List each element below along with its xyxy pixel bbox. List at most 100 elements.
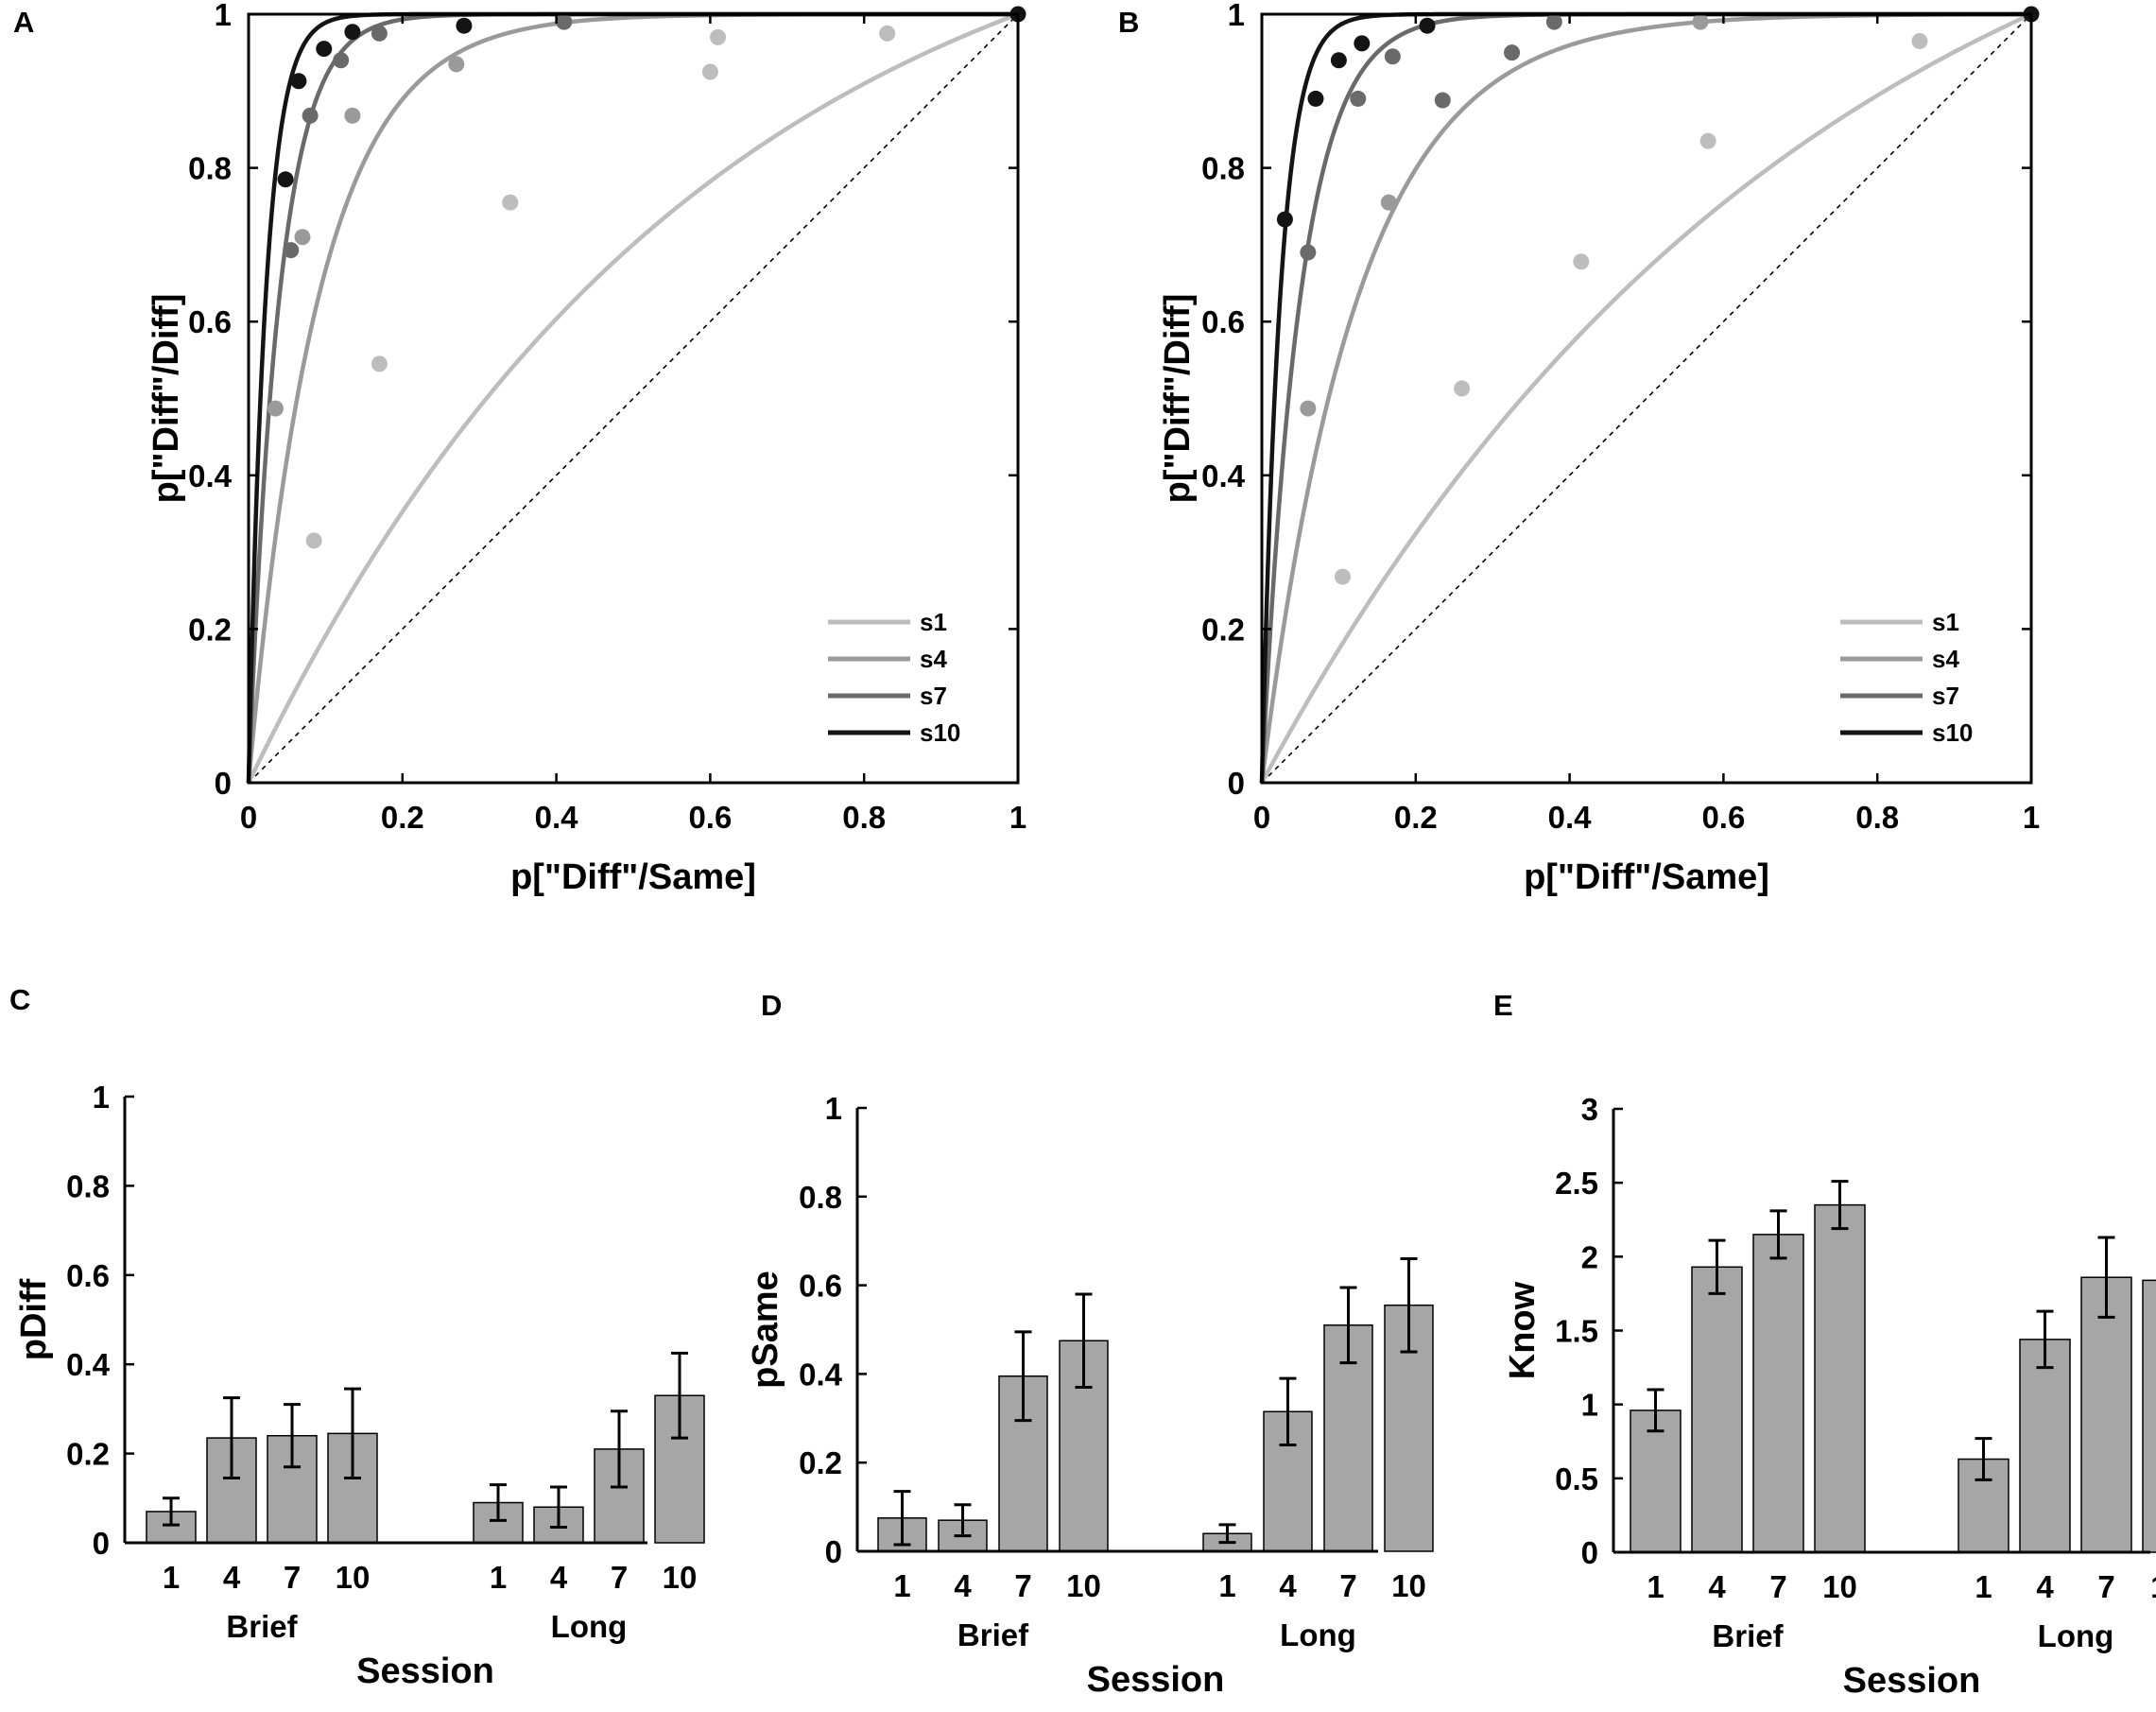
data-point-s1 xyxy=(371,355,388,372)
y-axis-title: Know xyxy=(1503,1281,1543,1379)
panel-c: C 1 4 7 10 Brief 1 4 7 10 Long 0 0.2 0.4 0.6 0.8 1 Sessio… xyxy=(9,983,705,1691)
panel-letter-c: C xyxy=(9,983,30,1016)
x-tick-label: 4 xyxy=(1279,1568,1297,1603)
data-point-s10 xyxy=(456,17,473,34)
x-tick-label: 0.2 xyxy=(1394,800,1438,835)
data-point-s10 xyxy=(1419,17,1436,34)
legend-label-s1: s1 xyxy=(920,608,947,636)
x-tick-label: 7 xyxy=(2097,1569,2114,1604)
x-tick-label: 0.8 xyxy=(842,800,886,835)
data-point-s10 xyxy=(290,73,307,90)
bar-brief-session-10 xyxy=(1814,1203,1866,1553)
data-point-s10 xyxy=(277,171,294,188)
x-tick-label: 7 xyxy=(1769,1569,1786,1604)
data-point-s7 xyxy=(556,13,573,30)
data-point-s7 xyxy=(1434,92,1451,109)
panel-b: B 0 0.2 0.4 0.6 0.8 1 0 0.2 0.4 0.6 0.8 1 p["Diff"/Sa… xyxy=(1118,0,2040,897)
y-tick-label: 0.8 xyxy=(66,1168,110,1203)
data-point-s7 xyxy=(1384,48,1401,65)
data-point-s1 xyxy=(701,63,718,80)
y-tick-label: 0.8 xyxy=(1201,151,1245,186)
plot-frame xyxy=(247,12,1020,785)
legend-label-s10: s10 xyxy=(1932,718,1973,747)
y-axis-title: pDiff xyxy=(14,1278,54,1360)
data-point-s10 xyxy=(344,24,361,41)
bar-brief-session-4 xyxy=(1691,1266,1743,1553)
y-tick-label: 0.5 xyxy=(1555,1461,1598,1496)
data-point-s4 xyxy=(294,229,311,246)
legend-label-s10: s10 xyxy=(920,718,960,747)
data-point-s1 xyxy=(710,28,727,45)
x-tick-label: 7 xyxy=(611,1560,628,1595)
chance-diagonal xyxy=(1261,13,2032,784)
data-point-s1 xyxy=(1911,32,1928,49)
data-point-s7 xyxy=(1300,244,1317,261)
data-point-s1 xyxy=(1573,253,1590,270)
y-tick-label: 0 xyxy=(825,1534,842,1569)
y-tick-label: 0.2 xyxy=(1201,612,1245,647)
legend-label-s4: s4 xyxy=(1932,645,1959,673)
y-tick-label: 0.4 xyxy=(188,458,233,493)
x-tick-label: 10 xyxy=(663,1560,698,1595)
data-point-s10 xyxy=(316,41,333,58)
x-tick-label: 4 xyxy=(1708,1569,1726,1604)
x-tick-label: 0 xyxy=(1253,800,1270,835)
data-point-s1 xyxy=(879,25,896,42)
x-axis-title: Session xyxy=(1087,1660,1225,1700)
y-tick-label: 2.5 xyxy=(1555,1166,1598,1201)
data-point-s7 xyxy=(283,242,300,259)
data-point-s7 xyxy=(1350,90,1367,107)
y-tick-label: 0.8 xyxy=(799,1180,842,1215)
panel-letter-d: D xyxy=(761,989,782,1022)
data-point-s7 xyxy=(1545,13,1562,30)
x-tick-label: 1 xyxy=(1975,1569,1992,1604)
x-tick-label: 0 xyxy=(240,800,257,835)
y-tick-label: 1.5 xyxy=(1555,1314,1598,1349)
y-tick-label: 0.6 xyxy=(799,1269,842,1304)
y-tick-label: 1 xyxy=(1581,1388,1598,1423)
x-tick-label: 7 xyxy=(1339,1568,1356,1603)
x-tick-label: 1 xyxy=(490,1560,507,1595)
y-tick-label: 0.6 xyxy=(1201,304,1245,339)
roc-curve-s1 xyxy=(246,11,1019,785)
y-tick-label: 0.4 xyxy=(799,1357,843,1392)
data-point-s10 xyxy=(1354,35,1371,52)
y-tick-label: 0.6 xyxy=(188,304,232,339)
data-point-s1 xyxy=(502,194,519,211)
data-point-s7 xyxy=(371,25,388,42)
data-point-s10 xyxy=(1276,211,1293,228)
data-point-s7 xyxy=(302,107,319,124)
y-tick-label: 0.6 xyxy=(66,1258,110,1293)
y-tick-label: 0.4 xyxy=(66,1347,111,1382)
x-tick-label: 10 xyxy=(1391,1568,1426,1603)
x-tick-label: 0.8 xyxy=(1855,800,1899,835)
x-tick-label: 1 xyxy=(163,1560,180,1595)
y-axis-title: p["Diff"/Diff] xyxy=(1158,294,1198,504)
x-tick-label: 1 xyxy=(2023,800,2040,835)
data-point-s1 xyxy=(305,532,322,549)
data-point-s4 xyxy=(1300,400,1317,417)
x-axis-title: p["Diff"/Same] xyxy=(1524,857,1769,897)
y-tick-label: 3 xyxy=(1581,1092,1598,1127)
y-tick-label: 0.4 xyxy=(1201,458,1246,493)
bar-long-session-10 xyxy=(2142,1279,2156,1553)
x-axis-title: p["Diff"/Same] xyxy=(510,857,756,897)
y-tick-label: 0 xyxy=(93,1526,110,1561)
data-point-s4 xyxy=(267,400,284,417)
y-tick-label: 0.8 xyxy=(188,151,232,186)
x-tick-label: 4 xyxy=(223,1560,241,1595)
x-tick-label: 1 xyxy=(1647,1569,1664,1604)
y-tick-label: 1 xyxy=(1228,0,1245,32)
data-point-s4 xyxy=(1692,13,1709,30)
group-label-brief: Brief xyxy=(1712,1618,1784,1653)
panel-letter-a: A xyxy=(13,6,34,39)
x-tick-label: 4 xyxy=(954,1568,972,1603)
group-label-brief: Brief xyxy=(957,1617,1029,1652)
x-tick-label: 10 xyxy=(2150,1569,2156,1604)
x-tick-label: 4 xyxy=(2036,1569,2054,1604)
data-point-s1 xyxy=(1454,380,1471,397)
x-tick-label: 1 xyxy=(893,1568,910,1603)
group-label-long: Long xyxy=(1280,1617,1356,1652)
y-tick-label: 0 xyxy=(1228,766,1245,801)
y-tick-label: 1 xyxy=(215,0,232,32)
